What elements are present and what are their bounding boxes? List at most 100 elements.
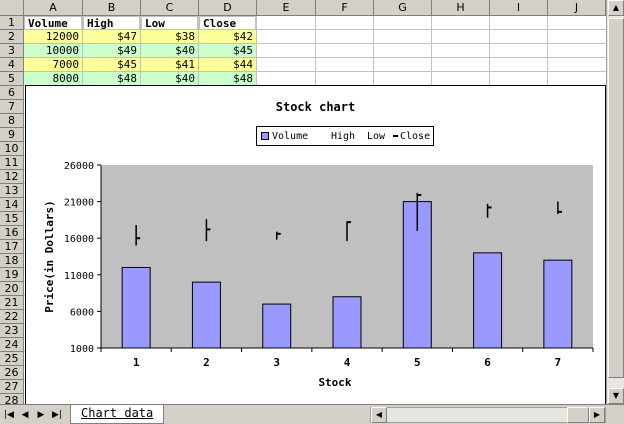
column-header-c[interactable]: C [141,0,199,16]
prev-sheet-icon[interactable]: ◀ [21,410,29,420]
select-all-corner[interactable] [0,0,24,16]
data-cell[interactable]: $45 [199,44,256,57]
row-header-25[interactable]: 25 [0,352,24,366]
data-cell[interactable]: $44 [199,58,256,71]
chart-title: Stock chart [275,100,356,114]
scroll-right-button[interactable]: ▶ [589,407,605,423]
data-cell[interactable]: 7000 [24,58,82,71]
x-tick-label: 3 [273,356,280,369]
row-header-3[interactable]: 3 [0,44,24,58]
gridline-horizontal [24,57,606,58]
y-tick-label: 1000 [70,344,94,355]
row-header-20[interactable]: 20 [0,282,24,296]
data-cell[interactable]: $40 [141,44,198,57]
legend-item-close: Close [393,130,430,144]
sheet-tab-chart-data[interactable]: Chart data [70,405,165,424]
data-cell[interactable]: 8000 [24,72,82,85]
row-header-4[interactable]: 4 [0,58,24,72]
last-sheet-icon[interactable]: ▶| [52,410,62,420]
scroll-left-button[interactable]: ◀ [371,407,387,423]
volume-bar [121,266,151,349]
column-header-d[interactable]: D [199,0,257,16]
row-header-21[interactable]: 21 [0,296,24,310]
column-header-b[interactable]: B [83,0,141,16]
data-cell[interactable]: $48 [199,72,256,85]
data-cell[interactable]: $49 [83,44,140,57]
scroll-up-button[interactable]: ▲ [608,0,624,16]
legend-item-high: High [331,131,356,142]
row-header-11[interactable]: 11 [0,156,24,170]
x-tick-label: 5 [414,356,421,369]
column-header-e[interactable]: E [257,0,316,16]
next-sheet-icon[interactable]: ▶ [37,410,45,420]
x-tick-label: 2 [203,356,210,369]
data-cell[interactable]: $48 [83,72,140,85]
column-header-j[interactable]: J [548,0,606,16]
horizontal-scroll-thumb[interactable] [567,407,589,423]
legend-item-volume: Volume [261,130,308,144]
column-header-i[interactable]: I [490,0,548,16]
column-header-h[interactable]: H [432,0,490,16]
x-tick-label: 1 [133,356,140,369]
row-header-19[interactable]: 19 [0,268,24,282]
legend-item-low: Low [367,131,386,142]
header-cell-close[interactable]: Close [199,16,256,30]
header-cell-high[interactable]: High [83,16,140,30]
data-cell[interactable]: $40 [141,72,198,85]
vertical-scroll-thumb[interactable] [608,18,624,378]
vertical-scrollbar[interactable]: ▲ ▼ [606,0,624,404]
column-header-f[interactable]: F [316,0,374,16]
row-header-1[interactable]: 1 [0,16,24,30]
row-header-22[interactable]: 22 [0,310,24,324]
row-header-23[interactable]: 23 [0,324,24,338]
row-header-24[interactable]: 24 [0,338,24,352]
row-header-26[interactable]: 26 [0,366,24,380]
legend-swatch-volume [261,132,269,140]
row-header-14[interactable]: 14 [0,198,24,212]
horizontal-scrollbar[interactable]: ◀ ▶ [370,407,606,423]
row-header-10[interactable]: 10 [0,142,24,156]
y-tick-label: 16000 [64,234,94,245]
y-tick-label: 21000 [64,198,94,209]
volume-bar [262,303,292,349]
legend-dash-close [393,135,398,137]
row-header-5[interactable]: 5 [0,72,24,86]
row-header-7[interactable]: 7 [0,100,24,114]
data-cell[interactable]: 12000 [24,30,82,43]
column-header-a[interactable]: A [24,0,83,16]
scroll-down-button[interactable]: ▼ [608,388,624,404]
row-header-15[interactable]: 15 [0,212,24,226]
data-cell[interactable]: $42 [199,30,256,43]
row-header-9[interactable]: 9 [0,128,24,142]
row-header-13[interactable]: 13 [0,184,24,198]
data-cell[interactable]: $38 [141,30,198,43]
row-header-16[interactable]: 16 [0,226,24,240]
data-cell[interactable]: $45 [83,58,140,71]
x-tick-label: 6 [484,356,491,369]
volume-bar [191,281,221,349]
row-header-6[interactable]: 6 [0,86,24,100]
x-tick-label: 4 [344,356,351,369]
header-cell-volume[interactable]: Volume [24,16,82,30]
sheet-tab-bar: |◀ ◀ ▶ ▶| Chart data ◀ ▶ [0,404,624,424]
chart-legend[interactable]: Volume High Low Close [256,126,434,146]
gridline-horizontal [24,71,606,72]
row-header-8[interactable]: 8 [0,114,24,128]
row-header-2[interactable]: 2 [0,30,24,44]
first-sheet-icon[interactable]: |◀ [4,410,14,420]
row-header-12[interactable]: 12 [0,170,24,184]
gridline-horizontal [24,29,606,30]
data-cell[interactable]: $47 [83,30,140,43]
row-header-27[interactable]: 27 [0,380,24,394]
column-header-g[interactable]: G [374,0,432,16]
stock-chart[interactable]: Stock chart Volume High Low Close 26000 2… [25,85,606,405]
data-cell[interactable]: 10000 [24,44,82,57]
data-cell[interactable]: $41 [141,58,198,71]
row-header-18[interactable]: 18 [0,254,24,268]
x-axis-label: Stock [318,376,351,389]
gridline-horizontal [24,43,606,44]
header-cell-low[interactable]: Low [141,16,198,30]
volume-bar [332,296,362,349]
volume-bar [473,252,503,349]
row-header-17[interactable]: 17 [0,240,24,254]
